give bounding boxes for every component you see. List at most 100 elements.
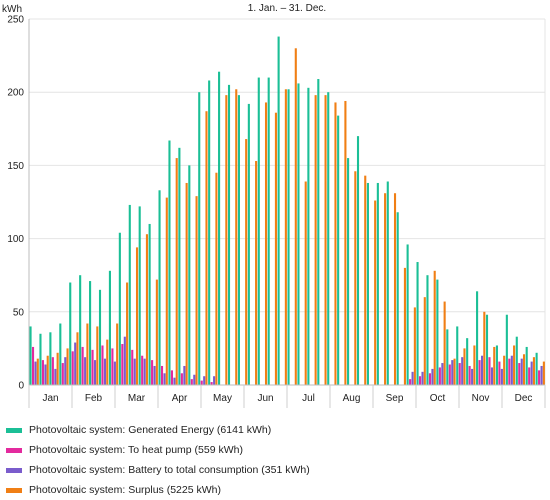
bar-s0-w13 bbox=[148, 223, 151, 385]
bar-s2-w19 bbox=[213, 376, 216, 385]
bar-s2-w48 bbox=[500, 368, 503, 385]
chart-title: 1. Jan. – 31. Dec. bbox=[248, 3, 326, 14]
bar-s3-w52 bbox=[542, 361, 545, 385]
x-tick-label-jun: Jun bbox=[257, 393, 273, 404]
bar-s3-w48 bbox=[503, 355, 506, 385]
bar-s3-w9 bbox=[116, 323, 119, 385]
bar-s1-w3 bbox=[51, 357, 54, 385]
bar-s0-w10 bbox=[118, 232, 121, 385]
bar-s0-w22 bbox=[237, 95, 240, 385]
bar-s2-w39 bbox=[411, 371, 414, 385]
bar-s1-w45 bbox=[468, 365, 471, 385]
bar-s2-w14 bbox=[163, 373, 166, 385]
bar-s3-w5 bbox=[76, 332, 79, 385]
bar-s3-w46 bbox=[483, 311, 486, 385]
bar-s3-w17 bbox=[195, 196, 198, 385]
chart-svg: 1. Jan. – 31. Dec. kWh 0 50 100 150 200 250 Jan F… bbox=[2, 3, 546, 408]
legend-item-battery[interactable]: Photovoltaic system: Battery to total co… bbox=[6, 460, 546, 480]
bar-s0-w20 bbox=[218, 71, 221, 385]
bar-s1-w42 bbox=[438, 367, 441, 385]
x-tick-label-jul: Jul bbox=[302, 393, 315, 404]
bar-s0-w46 bbox=[476, 291, 479, 385]
bar-s2-w46 bbox=[481, 355, 484, 385]
bar-s2-w8 bbox=[103, 358, 107, 385]
bar-s0-w38 bbox=[396, 212, 399, 385]
bar-s1-w43 bbox=[448, 364, 451, 385]
bar-s3-w38 bbox=[403, 267, 406, 385]
bar-s0-w12 bbox=[138, 206, 141, 385]
bar-s0-w30 bbox=[317, 79, 320, 386]
legend-label-surplus: Photovoltaic system: Surplus (5225 kWh) bbox=[29, 484, 221, 496]
legend-swatch-generated-energy bbox=[6, 427, 22, 433]
bar-s3-w35 bbox=[374, 200, 377, 385]
x-tick-label-may: May bbox=[213, 393, 232, 404]
bar-s0-w50 bbox=[515, 336, 518, 385]
bar-s1-w19 bbox=[210, 382, 213, 385]
bar-s3-w15 bbox=[175, 158, 178, 385]
bar-s0-w27 bbox=[287, 89, 290, 386]
bar-s1-w50 bbox=[518, 363, 521, 385]
bar-s3-w27 bbox=[294, 48, 297, 385]
bar-s2-w43 bbox=[451, 360, 454, 385]
bar-s3-w23 bbox=[255, 161, 258, 385]
bar-s3-w14 bbox=[165, 197, 168, 385]
bar-s3-w22 bbox=[245, 139, 248, 385]
bar-s3-w26 bbox=[284, 89, 287, 386]
bar-s1-w46 bbox=[478, 360, 481, 385]
bar-s3-w45 bbox=[473, 345, 476, 385]
bar-s3-w31 bbox=[334, 102, 337, 385]
legend-label-generated-energy: Photovoltaic system: Generated Energy (6… bbox=[29, 424, 272, 436]
bar-s3-w6 bbox=[86, 323, 89, 385]
bar-s3-w36 bbox=[384, 193, 387, 385]
bar-s3-w4 bbox=[66, 348, 69, 385]
legend: Photovoltaic system: Generated Energy (6… bbox=[6, 420, 546, 500]
bar-s3-w3 bbox=[56, 352, 59, 385]
bar-s1-w49 bbox=[508, 358, 511, 385]
bar-s0-w34 bbox=[356, 136, 360, 385]
bar-s1-w4 bbox=[61, 363, 64, 385]
bar-s1-w7 bbox=[91, 349, 94, 385]
bar-s1-w18 bbox=[200, 380, 203, 385]
bar-s3-w7 bbox=[96, 326, 99, 385]
bar-s0-w48 bbox=[495, 345, 498, 385]
bar-s2-w9 bbox=[113, 361, 116, 385]
bar-s0-w32 bbox=[337, 115, 340, 386]
bar-s2-w11 bbox=[133, 358, 136, 385]
legend-item-surplus[interactable]: Photovoltaic system: Surplus (5225 kWh) bbox=[6, 480, 546, 500]
bar-s0-w9 bbox=[108, 270, 111, 385]
bar-s0-w35 bbox=[366, 182, 369, 385]
x-tick-label-jan: Jan bbox=[42, 393, 58, 404]
bar-s2-w4 bbox=[64, 357, 67, 385]
bar-s2-w15 bbox=[173, 377, 176, 385]
y-tick-label-150: 150 bbox=[7, 161, 24, 172]
bar-s3-w10 bbox=[126, 282, 129, 385]
bar-s1-w40 bbox=[418, 376, 422, 385]
bar-s3-w44 bbox=[463, 348, 466, 385]
bar-s0-w17 bbox=[188, 165, 191, 385]
bar-s3-w13 bbox=[155, 279, 158, 385]
bar-s0-w47 bbox=[485, 314, 489, 385]
bar-s1-w41 bbox=[428, 373, 431, 385]
bar-s1-w47 bbox=[488, 357, 491, 385]
bar-s0-w42 bbox=[436, 279, 439, 385]
bar-s2-w42 bbox=[441, 363, 444, 385]
bar-s3-w18 bbox=[205, 111, 208, 385]
bar-s0-w26 bbox=[277, 36, 280, 385]
legend-item-to-heat-pump[interactable]: Photovoltaic system: To heat pump (559 k… bbox=[6, 440, 546, 460]
x-tick-label-oct: Oct bbox=[430, 393, 446, 404]
bar-s3-w41 bbox=[433, 270, 436, 385]
bar-s2-w2 bbox=[44, 364, 47, 385]
legend-swatch-surplus bbox=[6, 487, 22, 493]
y-tick-label-200: 200 bbox=[7, 88, 24, 99]
bar-s0-w14 bbox=[158, 190, 161, 385]
bar-s2-w16 bbox=[183, 365, 186, 385]
bar-s2-w44 bbox=[461, 357, 464, 385]
legend-item-generated-energy[interactable]: Photovoltaic system: Generated Energy (6… bbox=[6, 420, 546, 440]
bar-s0-w40 bbox=[416, 262, 419, 385]
bar-s2-w50 bbox=[520, 358, 523, 385]
bar-s2-w10 bbox=[123, 336, 126, 385]
bar-s2-w47 bbox=[490, 367, 494, 385]
bar-s0-w33 bbox=[347, 158, 350, 385]
bar-s0-w7 bbox=[89, 281, 92, 385]
bar-s1-w9 bbox=[111, 348, 114, 385]
